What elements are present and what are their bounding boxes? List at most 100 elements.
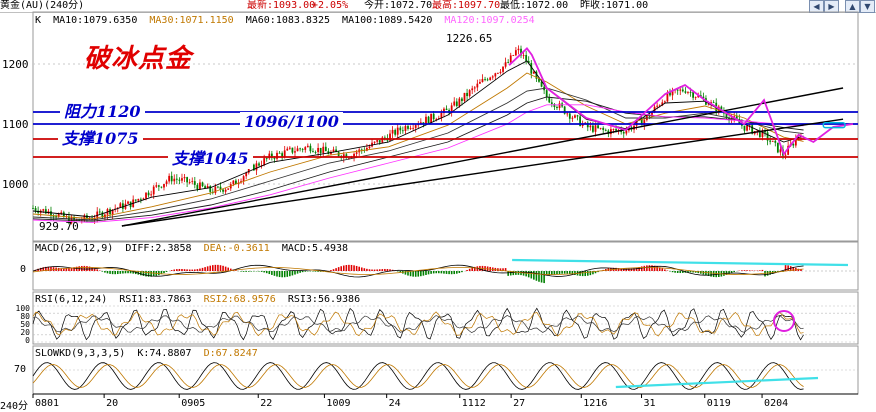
macd-value: MACD:5.4938 <box>281 243 349 254</box>
candle-body <box>291 147 294 153</box>
ma120-line <box>32 104 804 223</box>
candle-body <box>522 55 525 56</box>
candle-body <box>558 103 561 108</box>
candle-body <box>669 92 671 96</box>
candle-body <box>296 148 299 152</box>
candle-body <box>235 180 237 185</box>
candle-body <box>301 149 304 150</box>
rsi-highlight-circle <box>773 310 795 332</box>
candle-body <box>792 143 795 146</box>
price-high: 最高:1097.70 <box>432 0 501 11</box>
kd-tick-70: 70 <box>14 364 27 375</box>
nav-restore-icon[interactable]: ▼ <box>860 0 875 13</box>
rsi-1: RSI1:83.7863 <box>119 294 192 305</box>
candle-body <box>602 127 605 130</box>
candle-body <box>255 163 258 171</box>
candle-body <box>324 146 327 152</box>
candle-body <box>746 125 748 131</box>
candle-body <box>468 90 471 97</box>
candle-body <box>335 149 337 153</box>
candle-body <box>60 212 63 214</box>
candle-body <box>435 118 438 120</box>
candle-body <box>499 71 502 73</box>
trend-line <box>121 118 844 227</box>
candle-body <box>504 62 507 67</box>
candle-body <box>771 140 774 142</box>
candle-body <box>640 118 643 126</box>
macd-diff-line <box>32 264 804 278</box>
x-tick-label: 24 <box>389 398 401 409</box>
candle-body <box>191 181 194 183</box>
candle-body <box>50 211 52 217</box>
candle-body <box>299 148 302 150</box>
candle-body <box>186 177 189 183</box>
candle-body <box>684 91 687 93</box>
price-prev-close: 昨收:1071.00 <box>580 0 649 11</box>
candle-body <box>170 175 173 182</box>
candle-body <box>168 175 171 182</box>
price-latest: 最新:1093.00 <box>247 0 316 11</box>
candle-body <box>227 188 230 190</box>
resistance-label: 阻力1120 <box>60 98 145 122</box>
candle-body <box>360 149 363 151</box>
candle-body <box>758 130 761 137</box>
candle-body <box>412 127 415 129</box>
candle-body <box>278 152 281 154</box>
macd-zero-label: 0 <box>20 264 27 275</box>
candle-body <box>766 132 769 141</box>
candle-body <box>119 203 122 208</box>
x-tick-label: 1009 <box>326 398 350 409</box>
x-tick-label: 0204 <box>764 398 788 409</box>
candle-body <box>355 152 358 154</box>
candle-body <box>201 182 204 187</box>
candle-body <box>188 182 191 183</box>
candle-body <box>217 186 219 188</box>
candle-body <box>576 115 579 117</box>
candle-body <box>625 130 628 134</box>
ma100-line <box>32 96 804 222</box>
candle-body <box>209 185 212 192</box>
legend-ma120: MA120:1097.0254 <box>444 15 535 26</box>
candle-body <box>774 140 777 143</box>
candle-body <box>443 108 445 114</box>
candle-body <box>430 113 433 124</box>
candle-body <box>348 158 350 159</box>
candle-body <box>263 158 266 166</box>
kd-k: K:74.8807 <box>137 348 192 359</box>
candle-body <box>111 209 114 215</box>
candle-body <box>401 130 404 132</box>
candle-body <box>756 130 759 132</box>
candle-body <box>330 151 332 155</box>
kd-legend: SLOWKD(9,3,3,5) K:74.8807 D:67.8247 <box>35 348 258 360</box>
candle-body <box>507 62 510 63</box>
candle-body <box>304 147 307 150</box>
candle-body <box>121 203 124 209</box>
candle-body <box>425 116 427 124</box>
candle-body <box>101 212 104 218</box>
candle-body <box>502 66 504 72</box>
candle-body <box>556 107 558 108</box>
candle-body <box>199 182 201 190</box>
candle-body <box>145 192 147 199</box>
candle-body <box>232 180 235 185</box>
support1-label: 支撑1075 <box>58 125 143 149</box>
candle-body <box>206 185 209 189</box>
candle-body <box>735 116 738 120</box>
candle-body <box>165 181 168 185</box>
candle-body <box>527 60 530 64</box>
candle-body <box>407 126 409 129</box>
candle-body <box>376 140 379 142</box>
candle-body <box>751 125 754 134</box>
candle-body <box>540 81 543 87</box>
candle-body <box>784 154 787 156</box>
legend-ma10: MA10:1079.6350 <box>53 15 138 26</box>
candle-body <box>471 88 474 91</box>
candle-body <box>175 178 178 180</box>
candle-body <box>604 129 607 131</box>
candle-body <box>389 133 391 141</box>
candle-body <box>247 167 250 173</box>
candle-body <box>366 147 368 151</box>
candle-body <box>312 151 314 153</box>
candle-body <box>622 132 625 134</box>
candle-body <box>694 97 697 98</box>
